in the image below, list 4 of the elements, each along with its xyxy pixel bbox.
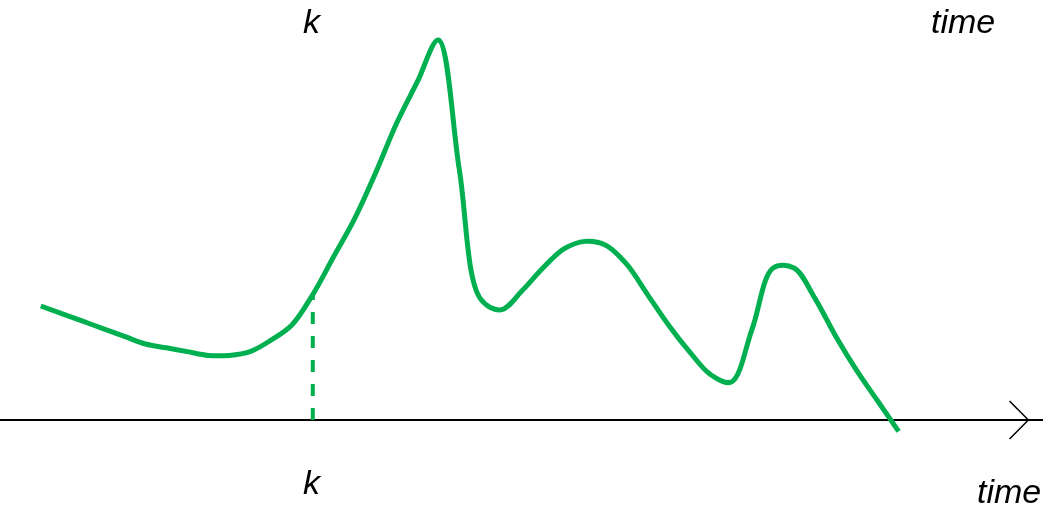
x-axis-title: time — [977, 472, 1042, 510]
text: time — [931, 2, 996, 40]
annotation: k — [303, 2, 322, 40]
text: k — [303, 463, 322, 501]
